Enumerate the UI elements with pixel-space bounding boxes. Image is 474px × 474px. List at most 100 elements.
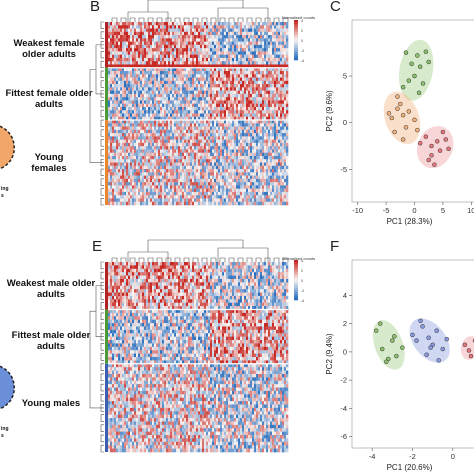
data-point bbox=[400, 112, 406, 118]
left-circle-bottom bbox=[0, 365, 15, 410]
data-point bbox=[403, 125, 409, 130]
legend-tick-label: 0 bbox=[301, 39, 303, 43]
left-fragment-top-2: s bbox=[1, 193, 4, 199]
x-tick-label: -10 bbox=[352, 206, 363, 215]
data-point bbox=[395, 94, 400, 99]
data-point bbox=[377, 321, 383, 326]
data-point bbox=[429, 143, 434, 149]
data-point bbox=[414, 338, 419, 343]
legend-tick-label: 4 bbox=[301, 19, 303, 23]
group-label-young-females: Young females bbox=[31, 152, 67, 174]
left-circle-top bbox=[0, 125, 15, 170]
y-tick-label: 2 bbox=[343, 319, 347, 328]
y-tick-label: -5 bbox=[340, 165, 347, 174]
panel-letter-e: E bbox=[92, 238, 103, 255]
group-label-weakest-female: Weakest female older adults bbox=[13, 38, 85, 60]
plot-frame bbox=[351, 259, 474, 449]
data-point bbox=[423, 49, 429, 54]
data-point bbox=[434, 328, 439, 333]
x-tick-label: 0 bbox=[412, 206, 416, 215]
data-point bbox=[443, 137, 448, 142]
data-point bbox=[434, 139, 440, 144]
data-point bbox=[392, 334, 397, 339]
data-point bbox=[446, 146, 451, 152]
pca-plot-f: -4 -2 0 4 2 0 -2 -4 -6 PC1 (20.6%) PC2 (9.4%) bbox=[325, 259, 474, 472]
data-point bbox=[424, 352, 429, 357]
data-point bbox=[394, 353, 399, 359]
x-tick-label: 5 bbox=[441, 206, 445, 215]
data-point bbox=[429, 153, 434, 158]
y-tick-label: -6 bbox=[340, 432, 347, 441]
data-point bbox=[420, 324, 425, 329]
data-point bbox=[418, 318, 423, 324]
data-point bbox=[406, 78, 412, 83]
data-point bbox=[468, 353, 474, 359]
group-color-bar bbox=[105, 22, 108, 68]
x-tick-label: 10 bbox=[467, 206, 474, 215]
x-axis-label: PC1 (28.3%) bbox=[387, 217, 433, 226]
y-tick-label: -4 bbox=[340, 404, 347, 413]
data-point bbox=[436, 358, 441, 363]
x-tick-label: -2 bbox=[409, 452, 416, 461]
pca-plot-c: -10 -5 0 5 10 5 0 -5 PC1 (28.3%) PC2 (9.6%) bbox=[325, 19, 474, 226]
data-point bbox=[426, 59, 431, 65]
x-tick-label: -4 bbox=[369, 452, 376, 461]
data-point bbox=[415, 127, 420, 133]
confidence-ellipse bbox=[372, 320, 405, 370]
y-axis-label: PC2 (9.4%) bbox=[325, 333, 334, 375]
group-color-bar bbox=[105, 363, 108, 452]
confidence-ellipse bbox=[399, 39, 434, 101]
data-point bbox=[373, 328, 379, 333]
group-color-bar bbox=[105, 120, 108, 205]
x-tick-label: 0 bbox=[451, 452, 455, 461]
y-tick-label: 5 bbox=[343, 72, 347, 81]
heatmap-legend: 4 2 0 -2 -4 bbox=[294, 259, 304, 303]
left-fragment-bottom-1: ing bbox=[1, 426, 9, 432]
legend-tick-label: 4 bbox=[301, 259, 303, 263]
y-tick-label: 0 bbox=[343, 347, 347, 356]
data-point bbox=[400, 345, 405, 350]
data-point bbox=[379, 346, 385, 352]
data-point bbox=[392, 129, 397, 135]
data-point bbox=[426, 157, 431, 163]
left-fragment-top-1: ing bbox=[1, 186, 9, 192]
data-point bbox=[403, 50, 409, 55]
data-point bbox=[412, 117, 417, 123]
confidence-ellipse bbox=[409, 318, 450, 363]
column-dendrogram bbox=[111, 0, 289, 22]
group-color-bar bbox=[105, 262, 108, 310]
column-dendrogram bbox=[111, 239, 289, 262]
data-point bbox=[437, 148, 443, 153]
left-fragment-bottom-2: s bbox=[1, 433, 4, 439]
data-point bbox=[444, 336, 450, 342]
data-point bbox=[462, 342, 468, 348]
y-tick-label: 0 bbox=[343, 118, 347, 127]
data-point bbox=[409, 61, 414, 67]
data-point bbox=[395, 106, 400, 111]
data-point bbox=[420, 81, 426, 86]
heatmap-top-legend-title: Normalised counts bbox=[282, 15, 316, 20]
data-point bbox=[440, 129, 446, 135]
legend-tick-label: -4 bbox=[301, 299, 304, 303]
legend-tick-label: 2 bbox=[301, 29, 303, 33]
data-point bbox=[426, 335, 431, 340]
heatmap-bottom: 4 2 0 -2 -4 bbox=[89, 239, 304, 453]
data-point bbox=[398, 101, 403, 107]
data-point bbox=[415, 53, 420, 58]
data-point bbox=[386, 111, 392, 116]
y-tick-label: -2 bbox=[340, 376, 347, 385]
panel-letter-f: F bbox=[330, 238, 340, 255]
y-axis-label: PC2 (9.6%) bbox=[325, 90, 334, 132]
legend-tick-label: -2 bbox=[301, 289, 304, 293]
group-label-fittest-male: Fittest male older adults bbox=[11, 330, 91, 352]
group-color-bar bbox=[105, 67, 108, 121]
heatmap-cells bbox=[108, 22, 289, 206]
x-tick-label: -5 bbox=[383, 206, 390, 215]
data-point bbox=[384, 359, 389, 365]
legend-tick-label: 2 bbox=[301, 269, 303, 273]
confidence-ellipse bbox=[460, 336, 474, 360]
data-point bbox=[389, 115, 395, 121]
data-point bbox=[423, 134, 429, 139]
legend-tick-label: 0 bbox=[301, 279, 303, 283]
legend-tick-label: -4 bbox=[301, 59, 304, 63]
